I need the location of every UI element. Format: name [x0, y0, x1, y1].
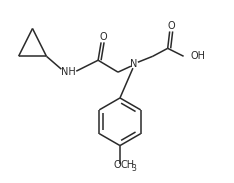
Text: 3: 3 — [132, 164, 136, 173]
Text: N: N — [130, 59, 138, 69]
Text: OH: OH — [190, 51, 205, 61]
Text: CH: CH — [121, 160, 135, 170]
Text: O: O — [168, 21, 176, 31]
Text: O: O — [99, 32, 107, 42]
Text: O: O — [113, 160, 121, 170]
Text: NH: NH — [61, 67, 76, 77]
